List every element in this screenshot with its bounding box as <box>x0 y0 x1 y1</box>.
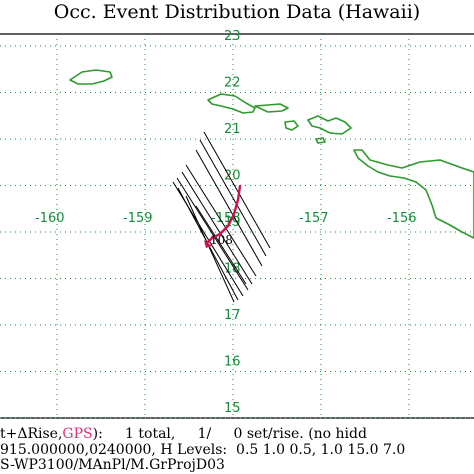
coastlines <box>69 69 474 239</box>
ray-path <box>195 205 247 285</box>
footer-gps-label: GPS <box>62 426 93 442</box>
coastline-molokai <box>254 103 289 113</box>
latitude-label: 18 <box>224 262 241 277</box>
footer-line-2: 915.000000,0240000, H Levels: 0.5 1.0 0.… <box>0 442 406 458</box>
coastline-oahu <box>207 93 256 114</box>
ray-path <box>185 164 257 277</box>
coastline-lanai <box>284 120 299 131</box>
latitude-label: 20 <box>224 169 241 184</box>
gps-track <box>204 184 242 246</box>
latitude-label: 21 <box>224 122 241 137</box>
latitude-label: 15 <box>224 401 241 416</box>
latitude-label: 23 <box>224 29 241 44</box>
graticule <box>0 34 474 419</box>
coastline-hawaii-big-island <box>353 149 474 239</box>
ray-path <box>185 195 235 303</box>
gps-track-endpoint <box>204 240 212 248</box>
longitude-label: -156 <box>387 211 417 226</box>
event-label: 108 <box>210 233 233 247</box>
ray-path <box>176 177 249 291</box>
footer-line-3: S-WP3100/MAnPl/M.GrProjD03 <box>0 457 225 473</box>
footer-line-1-prefix: t+ΔRise, <box>0 426 63 442</box>
ray-path <box>181 171 253 285</box>
latitude-label: 22 <box>224 76 241 91</box>
map-title: Occ. Event Distribution Data (Hawaii) <box>53 1 421 23</box>
longitude-label: -159 <box>123 211 153 226</box>
ray-path <box>203 131 271 249</box>
footer-line-1-rest: ): 1 total, 1/ 0 set/rise. (no hidd <box>92 426 367 442</box>
ray-path <box>199 139 267 257</box>
ray-path <box>195 149 263 267</box>
longitude-label: -160 <box>35 211 65 226</box>
longitude-label: -157 <box>299 211 329 226</box>
coastline-maui <box>307 115 352 135</box>
latitude-label: 17 <box>224 308 241 323</box>
coastline-kahoolawe <box>315 137 326 144</box>
footer-line-1: t+ΔRise,GPS): 1 total, 1/ 0 set/rise. (n… <box>0 426 367 442</box>
latitude-label: 16 <box>224 355 241 370</box>
coastline-niihau <box>69 69 113 85</box>
